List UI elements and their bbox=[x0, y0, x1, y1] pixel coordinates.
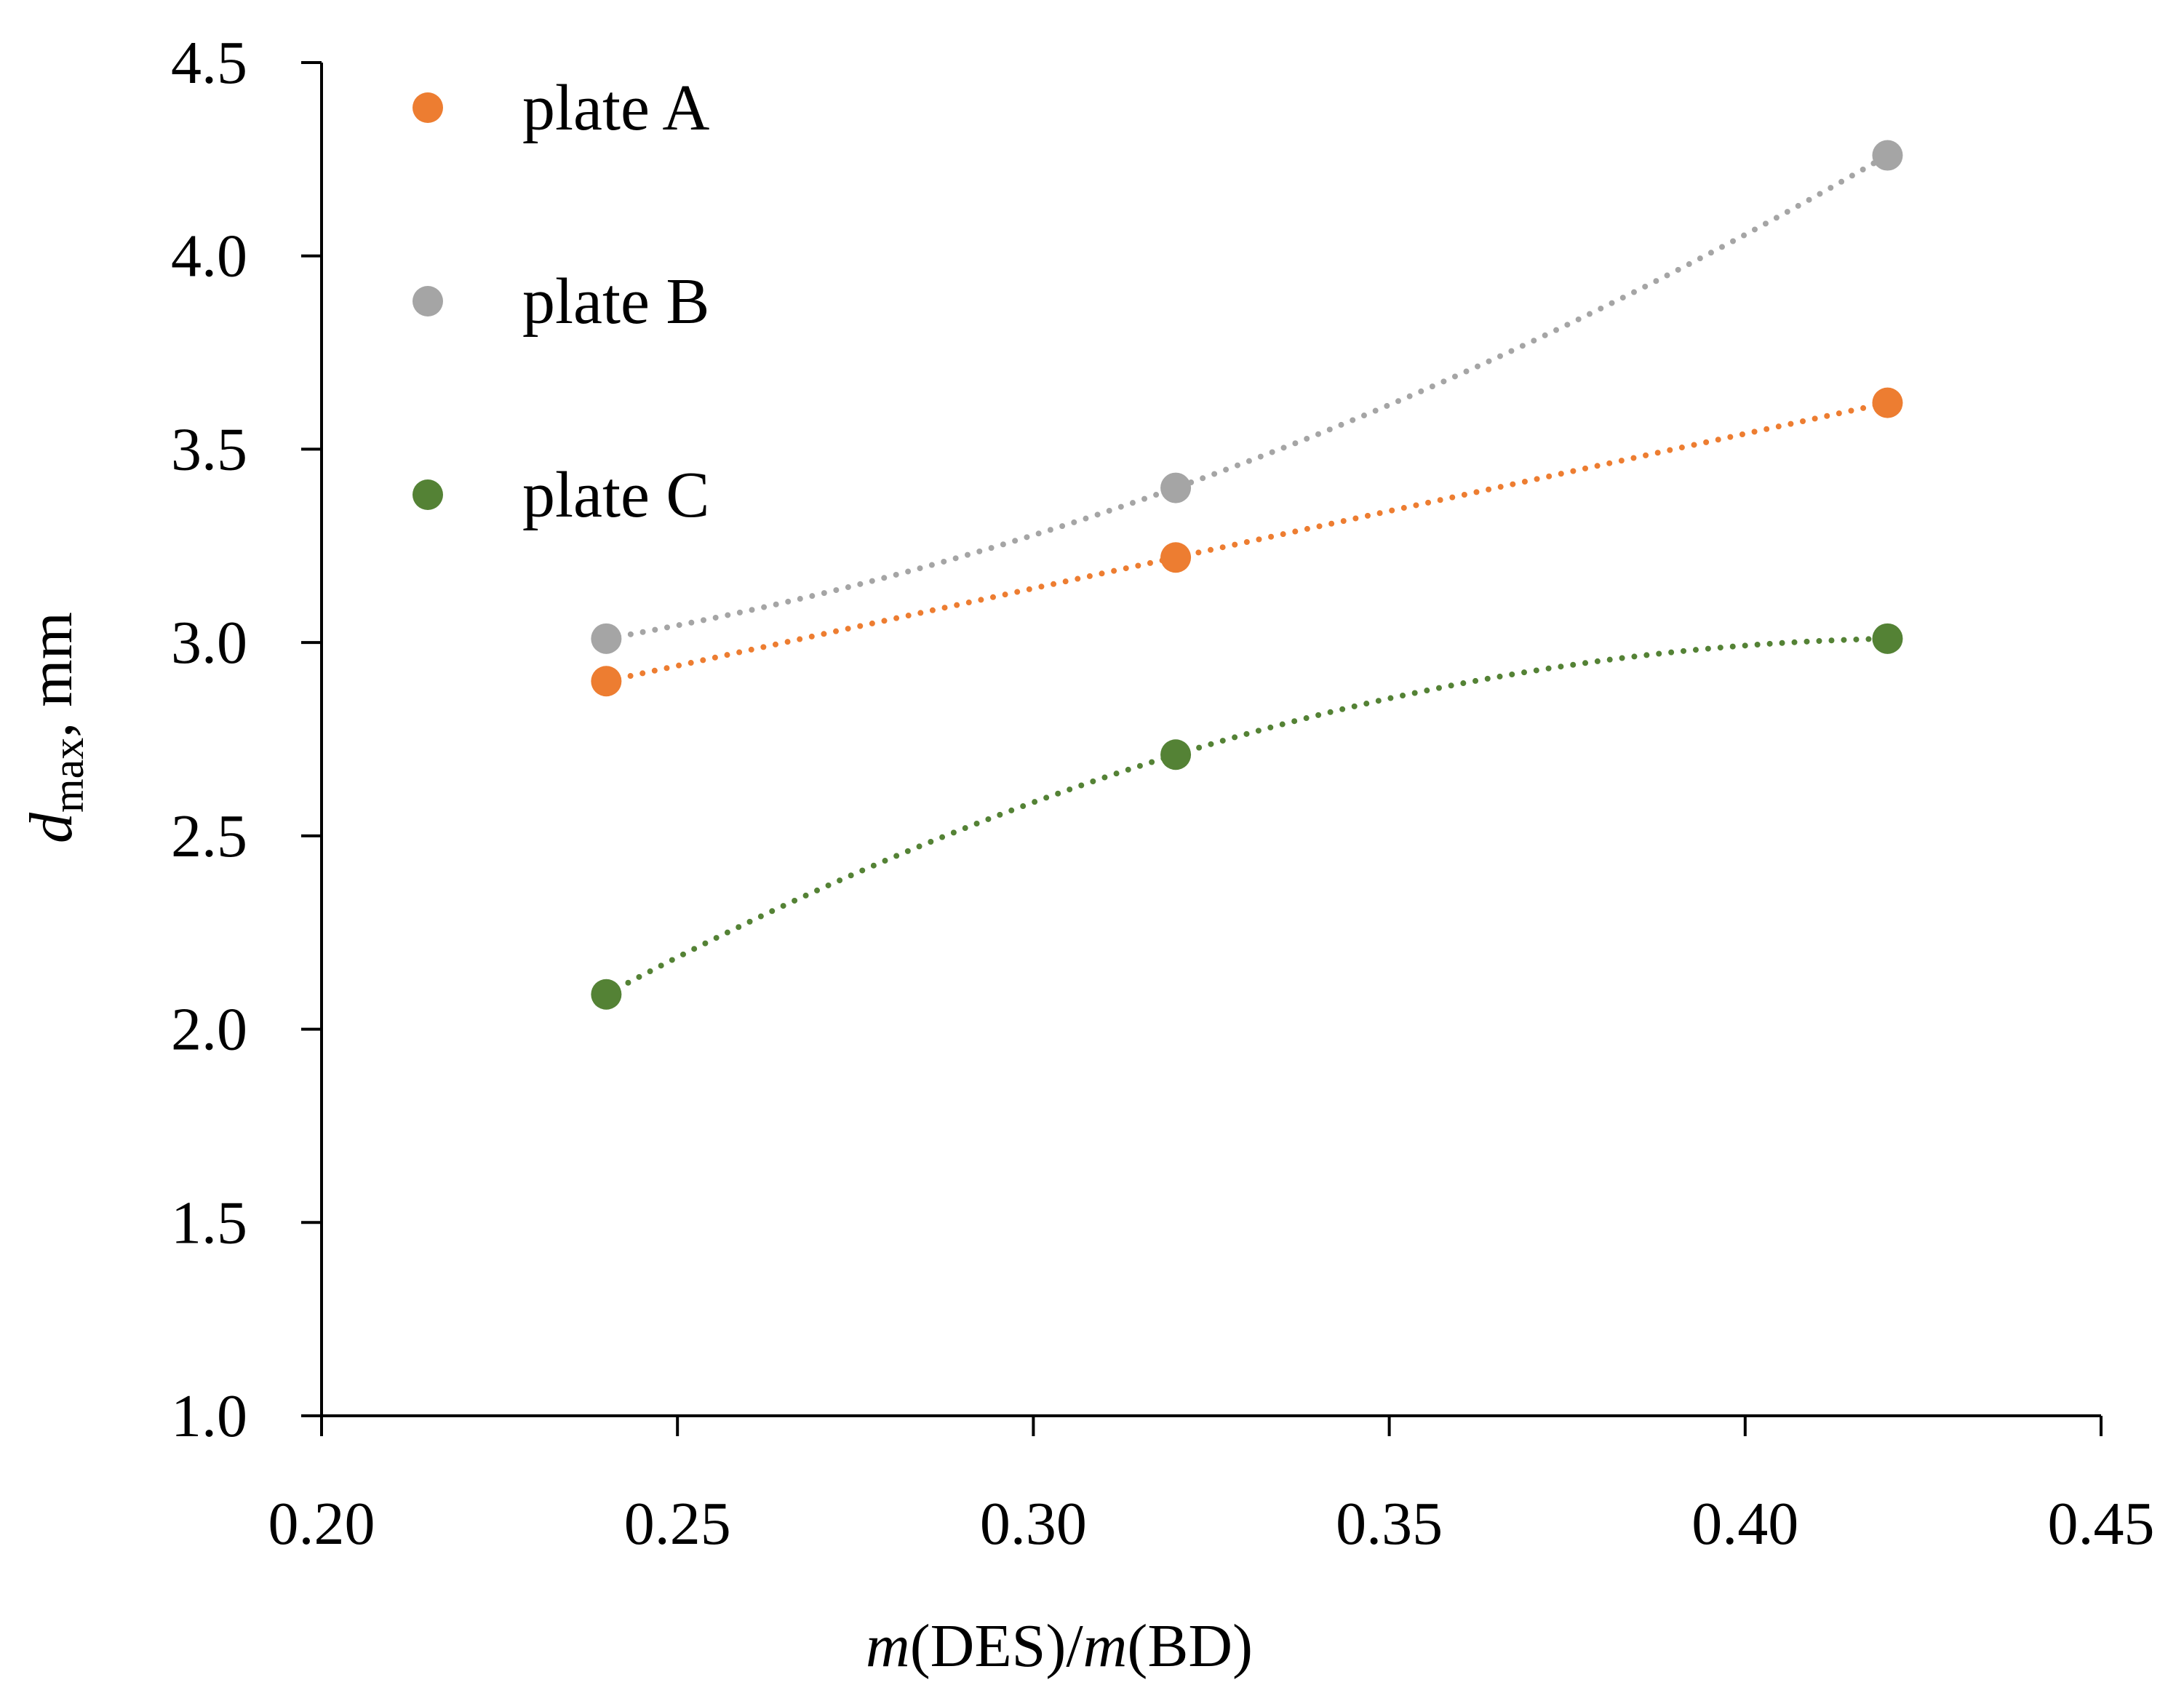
data-point bbox=[1872, 387, 1903, 418]
legend-label: plate B bbox=[522, 266, 709, 338]
x-axis-title-bd: (BD) bbox=[1127, 1612, 1253, 1680]
y-tick-label: 4.0 bbox=[171, 223, 247, 290]
x-tick-label: 0.25 bbox=[624, 1490, 731, 1558]
trendline bbox=[603, 152, 1891, 642]
x-axis-title: m(DES)/m(BD) bbox=[866, 1612, 1253, 1680]
data-point bbox=[591, 623, 622, 654]
x-tick-label: 0.30 bbox=[980, 1490, 1087, 1558]
legend-marker bbox=[413, 286, 443, 316]
data-point bbox=[1872, 623, 1903, 654]
data-point bbox=[1872, 140, 1903, 171]
legend-label: plate C bbox=[522, 459, 709, 531]
data-point bbox=[591, 666, 622, 697]
data-point bbox=[591, 979, 622, 1010]
x-axis-ticks: 0.20 0.25 0.30 0.35 0.40 0.45 bbox=[268, 1416, 2155, 1558]
y-tick-label: 3.0 bbox=[171, 609, 247, 677]
data-point bbox=[1160, 739, 1192, 770]
y-tick-label: 3.5 bbox=[171, 415, 247, 483]
legend: plate A plate B plate C bbox=[413, 72, 709, 531]
legend-label: plate A bbox=[522, 72, 709, 144]
x-axis-title-des: (DES)/ bbox=[910, 1612, 1084, 1680]
legend-marker bbox=[413, 92, 443, 123]
trendline bbox=[603, 635, 1891, 997]
trendlines bbox=[603, 152, 1891, 997]
y-axis-title-unit: , mm bbox=[17, 612, 85, 738]
y-axis-ticks: 1.0 1.5 2.0 2.5 3.0 3.5 4.0 4.5 bbox=[171, 29, 322, 1450]
y-tick-label: 1.5 bbox=[171, 1189, 247, 1256]
y-tick-label: 2.5 bbox=[171, 802, 247, 870]
trendline bbox=[603, 399, 1891, 685]
y-axis-title-d: d bbox=[17, 812, 85, 843]
y-tick-label: 4.5 bbox=[171, 29, 247, 97]
y-axis-title: dmax, mm bbox=[17, 612, 92, 843]
data-point bbox=[1160, 542, 1192, 573]
legend-marker bbox=[413, 479, 443, 510]
data-point bbox=[1160, 472, 1192, 503]
x-tick-label: 0.40 bbox=[1691, 1490, 1798, 1558]
y-axis-title-subscript: max bbox=[44, 738, 92, 813]
x-tick-label: 0.20 bbox=[268, 1490, 375, 1558]
x-axis-title-m1: m bbox=[866, 1612, 910, 1680]
y-tick-label: 2.0 bbox=[171, 996, 247, 1064]
x-axis-title-m2: m bbox=[1083, 1612, 1128, 1680]
data-points bbox=[591, 140, 1903, 1010]
y-tick-label: 1.0 bbox=[171, 1382, 247, 1450]
x-tick-label: 0.45 bbox=[2048, 1490, 2155, 1558]
x-tick-label: 0.35 bbox=[1336, 1490, 1443, 1558]
